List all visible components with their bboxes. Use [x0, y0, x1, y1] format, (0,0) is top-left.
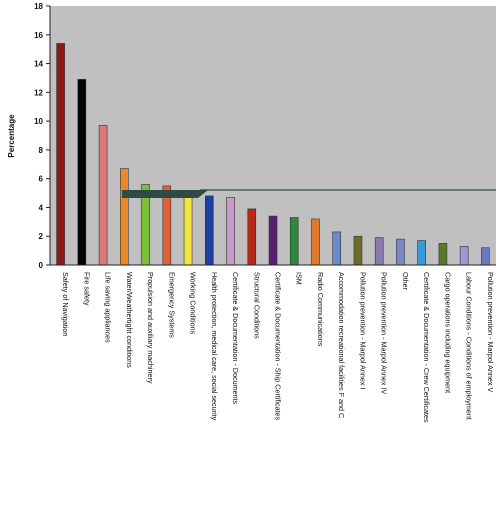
x-tick-label: Certificate & Documentation - Ship Certi…	[274, 272, 283, 421]
bar-4	[120, 168, 129, 266]
bar-16	[374, 237, 384, 266]
y-tick-label: 16	[34, 31, 43, 40]
bar-15	[353, 235, 363, 266]
bar-3	[98, 125, 108, 266]
x-tick-label: Other	[401, 272, 410, 291]
x-tick-label: Propulsion and auxiliary machinery	[146, 272, 155, 384]
y-tick-label: 0	[39, 261, 44, 270]
x-tick-label: Certificate & Documentation - Crew Certi…	[422, 272, 431, 423]
bar-8	[204, 195, 214, 266]
callout-arrow	[122, 190, 208, 198]
bar-7	[183, 191, 193, 266]
bar-20	[459, 245, 469, 266]
bar-14	[332, 231, 342, 266]
x-tick-label: Radio Communications	[316, 272, 325, 347]
x-tick-label: Structural Conditions	[252, 272, 261, 339]
y-tick-label: 2	[39, 232, 44, 241]
y-axis-title: Percentage	[7, 114, 16, 158]
bar-10	[247, 208, 257, 266]
y-tick-label: 12	[34, 88, 43, 97]
x-tick-label: Life saving appliances	[104, 272, 113, 343]
x-tick-label: ISM	[295, 272, 304, 285]
bar-12	[289, 217, 299, 266]
x-tick-label: Water/Weathertight conditions	[125, 272, 134, 368]
x-axis: Safety of Navigation Fire safety Life savi…	[61, 272, 495, 423]
x-tick-label: Working Conditions	[189, 272, 198, 335]
y-axis: 0 2 4 6 8 10 12 14 16 18	[34, 2, 50, 270]
y-tick-label: 8	[39, 146, 44, 155]
x-tick-label: Pollution prevention - Marpol Annex V	[486, 272, 495, 392]
bar-19	[438, 243, 448, 266]
bar-1	[56, 43, 65, 266]
y-tick-label: 10	[34, 117, 43, 126]
bar-17	[396, 238, 405, 266]
y-tick-label: 14	[34, 60, 43, 69]
x-tick-label: Health protection, medical care, social …	[210, 272, 219, 421]
y-tick-label: 6	[39, 175, 44, 184]
x-tick-label: Certificate & Documentation - Documents	[231, 272, 240, 405]
x-tick-label: Pollution prevention - Marpol Annex I	[358, 272, 367, 389]
y-tick-label: 4	[39, 203, 44, 212]
x-tick-label: Fire safety	[82, 272, 91, 306]
x-tick-label: Safety of Navigation	[61, 272, 70, 336]
y-tick-label: 18	[34, 2, 43, 11]
x-tick-label: Pollution prevention - Marpol Annex IV	[380, 272, 389, 394]
bar-21	[481, 247, 490, 266]
bar-18	[417, 240, 426, 266]
x-tick-label: Labour Conditions - Conditions of employ…	[465, 272, 474, 420]
bar-2	[77, 79, 87, 266]
x-tick-label: Emergency Systems	[167, 272, 176, 338]
bar-13	[311, 218, 320, 266]
bar-9	[226, 197, 235, 266]
bar-11	[268, 215, 278, 266]
x-tick-label: Accommodation recreational facilities F …	[337, 272, 346, 418]
x-tick-label: Cargo operations including equipment	[443, 272, 452, 393]
